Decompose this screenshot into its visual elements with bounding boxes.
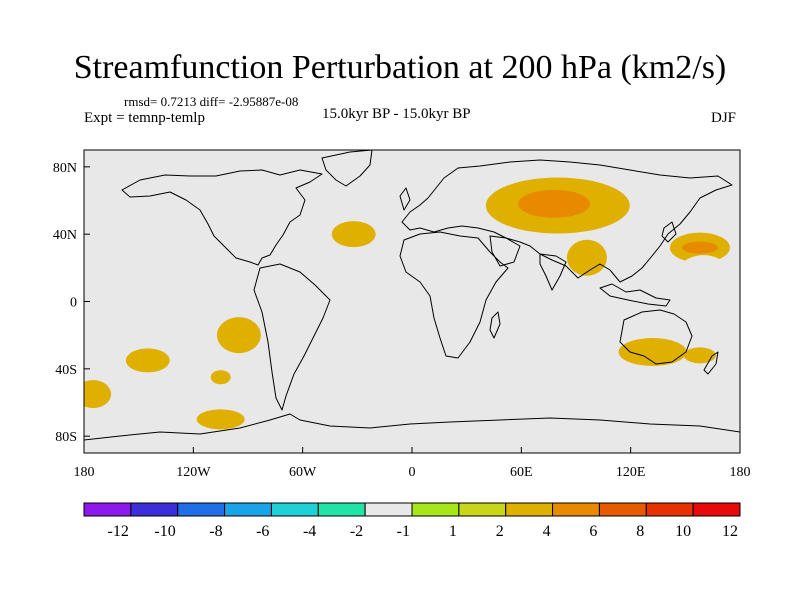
map-title: Streamfunction Perturbation at 200 hPa (… [73, 49, 727, 86]
stats-label: rmsd= 0.7213 diff= -2.95887e-08 [124, 94, 299, 109]
coastline-south-america [253, 263, 331, 411]
coastline-greenland [321, 150, 373, 187]
anomaly-region [507, 373, 572, 398]
colorbar-swatch [270, 502, 319, 517]
colorbar-swatch [692, 502, 741, 517]
anomaly-region [366, 154, 439, 207]
coastline-australia [619, 309, 693, 365]
lon-tick-label: 60E [510, 465, 533, 480]
colorbar-label: 4 [543, 523, 551, 540]
anomaly-region [681, 241, 718, 254]
lat-tick-label: 40S [55, 363, 77, 378]
colorbar-swatch [83, 502, 132, 517]
axis-ticks [83, 166, 741, 453]
anomaly-region [703, 382, 740, 407]
coastline-arabia [489, 235, 521, 267]
colorbar-swatch [317, 502, 366, 517]
coastline-india [539, 253, 567, 291]
lat-tick-label: 80N [53, 161, 77, 176]
anomaly-layer [84, 154, 740, 430]
anomaly-region [331, 221, 376, 248]
colorbar-swatch [598, 502, 647, 517]
anomaly-region [196, 409, 245, 430]
coastlines [84, 150, 740, 441]
coastline-eurasia [401, 159, 733, 283]
period-label: 15.0kyr BP - 15.0kyr BP [322, 106, 471, 122]
lon-tick-label: 120W [176, 465, 211, 480]
lon-tick-label: 60W [289, 465, 317, 480]
lat-tick-label: 80S [55, 430, 77, 445]
lon-tick-label: 120E [616, 465, 646, 480]
coastline-antarctica [84, 413, 740, 441]
colorbar-label: -1 [397, 523, 410, 540]
colorbar-label: -4 [303, 523, 316, 540]
lon-tick-label: 180 [730, 465, 751, 480]
coastline-indonesia [599, 283, 671, 307]
anomaly-region [125, 348, 170, 373]
colorbar-label: -8 [209, 523, 222, 540]
anomaly-region [683, 347, 716, 364]
experiment-label: Expt = temnp-temlp [84, 110, 205, 126]
colorbar-label: 2 [496, 523, 504, 540]
anomaly-region [202, 219, 275, 256]
anomaly-region [566, 239, 607, 276]
coastline-africa [399, 231, 509, 359]
anomaly-region [473, 339, 534, 365]
anomaly-region [84, 380, 112, 409]
anomaly-region [618, 338, 687, 366]
coastline-north-america [121, 169, 323, 266]
colorbar-swatch [505, 502, 554, 517]
colorbar-label: 10 [675, 523, 691, 540]
colorbar-swatch [364, 502, 413, 517]
colorbar-label: 8 [636, 523, 644, 540]
anomaly-region [414, 238, 431, 253]
colorbar-swatch [130, 502, 179, 517]
anomaly-region [518, 189, 591, 218]
anomaly-region [667, 255, 740, 332]
coastline-madagascar [489, 311, 501, 339]
coastline-japan [661, 221, 677, 243]
anomaly-region [210, 370, 231, 385]
lon-tick-label: 180 [74, 465, 95, 480]
colorbar-label: 12 [722, 523, 738, 540]
lat-tick-label: 0 [70, 296, 77, 311]
colorbar-label: -2 [350, 523, 363, 540]
colorbar-label: -12 [108, 523, 129, 540]
colorbar-swatch [177, 502, 226, 517]
season-label: DJF [711, 110, 737, 126]
colorbar-swatch [552, 502, 600, 517]
anomaly-region [84, 271, 108, 316]
coastline-uk [399, 187, 411, 211]
anomaly-region [216, 317, 261, 354]
colorbar-swatch [645, 502, 694, 517]
colorbar-swatch [224, 502, 272, 517]
colorbar: -12 -10 -8 -6 -4 -2 -1 1 2 4 6 8 10 12 [83, 502, 741, 540]
anomaly-region [194, 163, 247, 184]
colorbar-label: -6 [256, 523, 269, 540]
colorbar-label: -10 [154, 523, 175, 540]
colorbar-swatch [458, 502, 507, 517]
colorbar-label: 1 [449, 523, 457, 540]
lat-tick-label: 40N [53, 228, 77, 243]
lon-tick-label: 0 [409, 465, 416, 480]
coastline-new-zealand [703, 351, 719, 375]
colorbar-swatch [411, 502, 460, 517]
colorbar-label: 6 [589, 523, 597, 540]
